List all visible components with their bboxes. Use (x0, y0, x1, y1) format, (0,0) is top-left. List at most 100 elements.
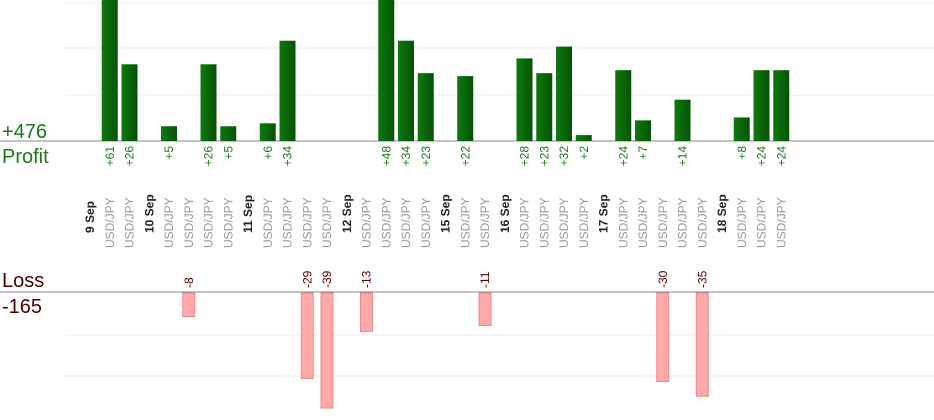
loss-bar (300, 292, 314, 380)
pair-label: USD/JPY (182, 197, 196, 248)
loss-value-label: -35 (695, 270, 709, 288)
pair-label: USD/JPY (399, 197, 413, 248)
profit-value-label: +8 (735, 146, 749, 160)
pair-label: USD/JPY (320, 197, 334, 248)
profit-bar (279, 40, 296, 142)
profit-value-label: +26 (202, 146, 216, 167)
profit-bar (615, 70, 632, 141)
profit-bar (417, 73, 434, 141)
pair-label: USD/JPY (537, 197, 551, 248)
date-label: 16 Sep (498, 194, 512, 233)
profit-bar (753, 70, 770, 141)
profit-value-label: +22 (458, 146, 472, 167)
profit-bar (635, 120, 651, 141)
pair-label: USD/JPY (735, 197, 749, 248)
profit-value-label: +2 (577, 146, 591, 160)
profit-value-label: +61 (103, 146, 117, 167)
profit-bar (259, 123, 276, 141)
value-labels: +61 +26 +5 -8 +26 +5 +6 +34 -29 -39 -13 +48 +34 +23 +2… (103, 146, 789, 288)
pair-label: USD/JPY (636, 197, 650, 248)
profit-value-label: +23 (537, 146, 551, 167)
profit-value-label: +14 (676, 146, 690, 167)
profit-value-label: +26 (123, 146, 137, 167)
date-label: 10 Sep (142, 194, 156, 233)
loss-bar (320, 292, 334, 409)
loss-value-label: -29 (300, 270, 314, 288)
profit-value-label: +48 (379, 146, 393, 167)
profit-value-label: +6 (261, 146, 275, 160)
pair-label: USD/JPY (518, 197, 532, 248)
profit-value-label: +24 (616, 146, 630, 167)
profit-bar (733, 117, 750, 141)
x-axis-labels: 9 Sep USD/JPY USD/JPY 10 Sep USD/JPY USD/JPY U… (83, 194, 788, 248)
pair-label: USD/JPY (300, 197, 314, 248)
profit-bar (556, 46, 572, 141)
pair-label: USD/JPY (695, 197, 709, 248)
profit-bar (516, 58, 533, 141)
loss-value-label: -30 (656, 270, 670, 288)
profit-value-label: +23 (419, 146, 433, 167)
loss-bar (360, 292, 373, 332)
pair-label: USD/JPY (162, 197, 176, 248)
profit-bar (161, 126, 177, 141)
loss-bar (695, 292, 709, 397)
loss-value-label: -13 (360, 270, 374, 288)
pair-label: USD/JPY (458, 197, 472, 248)
pair-label: USD/JPY (360, 197, 374, 248)
profit-bar (536, 73, 553, 141)
profit-title: Profit (2, 146, 49, 168)
profit-bar (220, 126, 237, 141)
pair-label: USD/JPY (656, 197, 670, 248)
bars (101, 0, 790, 409)
profit-bar (575, 135, 592, 141)
loss-bar (656, 292, 670, 382)
profit-value-label: +5 (162, 146, 176, 160)
profit-bar (398, 40, 414, 142)
date-label: 9 Sep (83, 201, 97, 233)
profit-value-label: +34 (399, 146, 413, 167)
date-label: 18 Sep (715, 194, 729, 233)
profit-bar (101, 0, 118, 141)
profit-bar (200, 64, 217, 141)
date-label: 15 Sep (439, 194, 453, 233)
loss-bar (478, 292, 492, 326)
profit-value-label: +24 (755, 146, 769, 167)
pair-label: USD/JPY (419, 197, 433, 248)
pair-label: USD/JPY (123, 197, 137, 248)
profit-value-label: +28 (518, 146, 532, 167)
loss-value-label: -39 (320, 270, 334, 288)
profit-total: +476 (2, 121, 47, 143)
pair-label: USD/JPY (755, 197, 769, 248)
date-label: 12 Sep (340, 194, 354, 233)
profit-bar (674, 99, 691, 141)
pair-label: USD/JPY (774, 197, 788, 248)
pair-label: USD/JPY (557, 197, 571, 248)
pair-label: USD/JPY (676, 197, 690, 248)
pair-label: USD/JPY (478, 197, 492, 248)
pair-label: USD/JPY (577, 197, 591, 248)
profit-bar (457, 76, 474, 141)
loss-title: Loss (2, 270, 44, 292)
gridlines (65, 2, 934, 377)
loss-value-label: -8 (182, 277, 196, 288)
loss-value-label: -11 (478, 271, 492, 288)
pair-label: USD/JPY (379, 197, 393, 248)
pair-label: USD/JPY (221, 197, 235, 248)
profit-bar (378, 0, 395, 142)
profit-bar (121, 64, 138, 141)
date-label: 17 Sep (597, 194, 611, 233)
pair-label: USD/JPY (281, 197, 295, 248)
profit-value-label: +32 (557, 146, 571, 167)
pair-label: USD/JPY (261, 197, 275, 248)
pair-label: USD/JPY (616, 197, 630, 248)
date-label: 11 Sep (241, 195, 255, 233)
loss-total: -165 (2, 296, 42, 318)
pair-label: USD/JPY (202, 197, 216, 248)
profit-bar (773, 70, 790, 141)
profit-value-label: +7 (636, 146, 650, 160)
loss-bar (182, 292, 196, 318)
pair-label: USD/JPY (103, 197, 117, 248)
profit-value-label: +24 (774, 146, 788, 167)
profit-value-label: +5 (221, 146, 235, 160)
